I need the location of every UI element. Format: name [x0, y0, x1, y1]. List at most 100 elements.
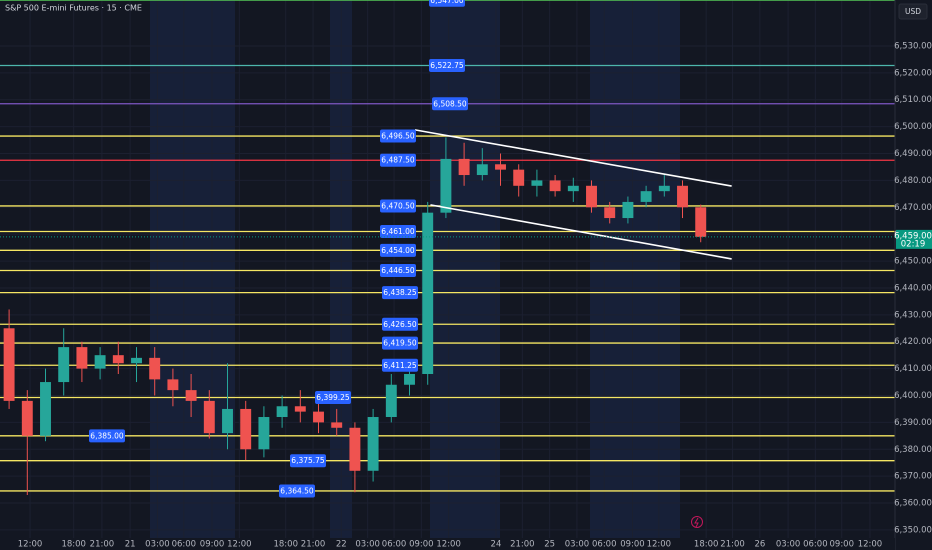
price-axis-bg	[895, 0, 932, 550]
y-tick-label: 6,350.00	[894, 525, 932, 535]
x-tick-label: 09:00	[620, 540, 645, 550]
candle-body	[222, 408, 233, 434]
level-label: 6,446.50	[381, 266, 415, 275]
candle-body	[422, 212, 434, 374]
x-tick-label: 18:00	[273, 540, 298, 550]
candle-body	[94, 355, 106, 369]
level-label-box	[382, 336, 418, 350]
x-tick-label: 06:00	[382, 540, 407, 550]
candle-body	[567, 185, 579, 192]
currency[interactable]: USD	[905, 7, 921, 16]
y-tick-label: 6,400.00	[894, 391, 932, 401]
currency-box[interactable]	[898, 3, 928, 20]
candle-body	[385, 384, 397, 418]
candle-body	[58, 347, 70, 383]
session-band	[590, 0, 680, 538]
x-tick-label: 21:00	[301, 540, 326, 550]
candle-body	[531, 180, 543, 186]
candle-body	[513, 169, 525, 186]
x-tick-label: 03:00	[355, 540, 380, 550]
y-tick-label: 6,510.00	[894, 95, 932, 105]
level-labels: 6,547.00 6,522.75 6,508.50 6,496.50 6,487.50…	[89, 0, 468, 498]
grid	[0, 0, 895, 538]
candle-body	[495, 164, 506, 170]
trendlines	[414, 129, 732, 260]
level-label: 6,470.50	[381, 201, 415, 210]
session-bands	[150, 0, 680, 538]
candle-body	[586, 185, 597, 208]
x-tick-label: 09:00	[200, 540, 225, 550]
level-label: 6,461.00	[381, 227, 415, 236]
x-tick-label: 12:00	[436, 540, 461, 550]
candle-body	[331, 422, 343, 428]
candle-body	[240, 408, 252, 450]
session-band	[150, 0, 235, 538]
candle-body	[3, 328, 15, 401]
level-label-box	[382, 317, 418, 331]
y-tick-label: 6,520.00	[894, 68, 932, 78]
level-label: 6,411.25	[383, 361, 417, 370]
level-label-box	[380, 199, 416, 213]
level-label: 6,487.50	[381, 156, 415, 165]
y-tick-label: 6,490.00	[894, 149, 932, 159]
candle-body	[185, 390, 197, 401]
candle-body	[40, 382, 51, 436]
candle-body	[549, 180, 561, 192]
candle-body	[313, 411, 324, 423]
lightning-icon[interactable]	[691, 516, 703, 528]
candle-body	[276, 406, 288, 418]
x-tick-label: 12:00	[647, 540, 672, 550]
candle-body	[294, 406, 306, 412]
candle-body	[640, 191, 652, 202]
y-tick-label: 6,380.00	[894, 445, 932, 455]
level-label-box	[429, 58, 465, 72]
level-label-box	[380, 129, 416, 143]
time-axis-bg	[0, 538, 895, 550]
y-tick-label: 6,370.00	[894, 472, 932, 482]
level-label-box	[89, 429, 125, 443]
candles	[3, 137, 707, 495]
level-label: 6,426.50	[383, 320, 417, 329]
y-tick-label: 6,530.00	[894, 41, 932, 51]
x-tick-label: 21	[125, 540, 136, 550]
level-label: 6,438.25	[383, 288, 417, 297]
x-tick-label: 21:00	[90, 540, 115, 550]
candle-body	[21, 400, 33, 436]
level-label-box	[315, 391, 351, 405]
level-label: 6,419.50	[383, 339, 417, 348]
level-label: 6,385.00	[90, 431, 124, 440]
x-tick-label: 26	[754, 540, 765, 550]
candle-body	[604, 207, 616, 219]
x-tick-label: 21:00	[510, 540, 535, 550]
x-tick-label: 12:00	[858, 540, 883, 550]
countdown: 02:19	[901, 239, 926, 249]
last-price-box	[896, 229, 932, 249]
level-label-box	[429, 0, 465, 7]
x-tick-label: 09:00	[409, 540, 434, 550]
candle-body	[458, 158, 470, 176]
trendline	[414, 129, 732, 187]
candle-body	[695, 207, 707, 237]
x-tick-label: 12:00	[18, 540, 43, 550]
x-tick-label: 21:00	[720, 540, 745, 550]
candle-body	[76, 347, 88, 369]
level-label-box	[380, 224, 416, 238]
candle-body	[203, 400, 215, 434]
x-tick-label: 09:00	[830, 540, 855, 550]
candle-body	[658, 185, 670, 192]
y-tick-label: 6,470.00	[894, 203, 932, 213]
x-tick-label: 03:00	[776, 540, 801, 550]
y-tick-label: 6,410.00	[894, 364, 932, 374]
x-tick-label: 03:00	[145, 540, 170, 550]
session-band	[430, 0, 500, 538]
x-tick-label: 06:00	[592, 540, 617, 550]
level-label: 6,508.50	[433, 99, 467, 108]
last-price-label: 6,459.00	[894, 231, 932, 241]
level-label-box	[380, 153, 416, 167]
y-tick-label: 6,480.00	[894, 176, 932, 186]
candle-body	[404, 373, 415, 385]
level-label-box	[432, 97, 468, 111]
x-tick-label: 03:00	[565, 540, 590, 550]
